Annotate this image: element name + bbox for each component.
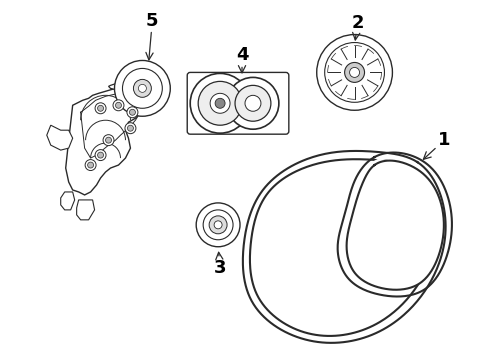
Circle shape bbox=[115, 60, 171, 116]
Circle shape bbox=[98, 105, 103, 111]
Circle shape bbox=[125, 123, 136, 134]
Circle shape bbox=[325, 42, 385, 102]
Polygon shape bbox=[66, 85, 150, 195]
Circle shape bbox=[344, 62, 365, 82]
Circle shape bbox=[349, 67, 360, 77]
Circle shape bbox=[88, 162, 94, 168]
Text: 4: 4 bbox=[236, 46, 248, 73]
Circle shape bbox=[317, 35, 392, 110]
Polygon shape bbox=[61, 192, 74, 210]
Circle shape bbox=[129, 109, 135, 115]
Circle shape bbox=[116, 102, 122, 108]
Circle shape bbox=[203, 210, 233, 240]
Text: 2: 2 bbox=[351, 14, 364, 40]
Circle shape bbox=[215, 98, 225, 108]
Circle shape bbox=[133, 80, 151, 97]
Text: 3: 3 bbox=[214, 252, 226, 277]
Circle shape bbox=[227, 77, 279, 129]
Circle shape bbox=[210, 93, 230, 113]
Circle shape bbox=[113, 100, 124, 111]
Circle shape bbox=[127, 125, 133, 131]
Circle shape bbox=[209, 216, 227, 234]
Circle shape bbox=[190, 73, 250, 133]
Circle shape bbox=[105, 137, 112, 143]
Circle shape bbox=[103, 135, 114, 146]
Circle shape bbox=[127, 107, 138, 118]
Circle shape bbox=[198, 81, 242, 125]
Circle shape bbox=[235, 85, 271, 121]
Circle shape bbox=[95, 150, 106, 161]
Circle shape bbox=[196, 203, 240, 247]
Circle shape bbox=[245, 95, 261, 111]
Polygon shape bbox=[76, 200, 95, 220]
Text: 5: 5 bbox=[146, 12, 159, 60]
FancyBboxPatch shape bbox=[187, 72, 289, 134]
Polygon shape bbox=[342, 158, 399, 240]
Circle shape bbox=[214, 221, 222, 229]
Circle shape bbox=[98, 152, 103, 158]
Polygon shape bbox=[346, 161, 444, 290]
Circle shape bbox=[95, 103, 106, 114]
Circle shape bbox=[138, 84, 147, 92]
Polygon shape bbox=[108, 78, 152, 100]
Text: 1: 1 bbox=[423, 131, 450, 159]
Circle shape bbox=[122, 68, 162, 108]
Circle shape bbox=[85, 159, 96, 171]
Polygon shape bbox=[47, 125, 73, 150]
